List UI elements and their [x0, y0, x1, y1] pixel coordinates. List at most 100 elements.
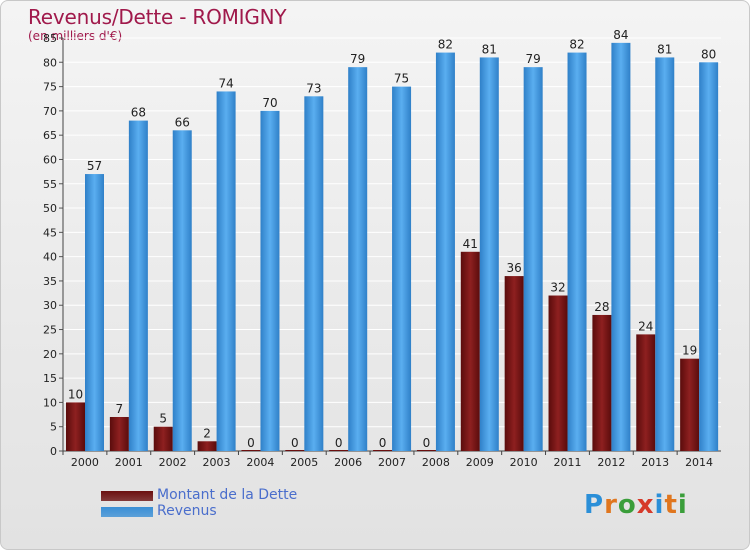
- y-tick-label: 70: [43, 105, 57, 118]
- data-label-revenus: 68: [131, 106, 146, 120]
- bar-dette: [548, 295, 568, 451]
- x-tick-label: 2003: [203, 456, 231, 469]
- bar-revenus: [216, 91, 236, 452]
- data-label-dette: 7: [116, 402, 124, 416]
- y-tick-label: 15: [43, 372, 57, 385]
- bar-revenus: [435, 52, 455, 451]
- y-tick-label: 0: [50, 445, 57, 458]
- x-tick-label: 2011: [553, 456, 581, 469]
- x-tick-label: 2005: [290, 456, 318, 469]
- bar-dette: [66, 402, 85, 451]
- bar-revenus: [85, 174, 104, 451]
- bar-revenus: [655, 57, 675, 451]
- logo-letter-4: i: [654, 490, 665, 520]
- legend-label-dette: Montant de la Dette: [157, 487, 298, 503]
- data-label-revenus: 80: [701, 47, 716, 61]
- x-tick-label: 2009: [466, 456, 494, 469]
- data-label-dette: 2: [203, 426, 211, 440]
- data-label-revenus: 84: [613, 28, 628, 42]
- bar-dette: [636, 334, 656, 451]
- data-label-revenus: 81: [657, 42, 672, 56]
- y-tick-label: 5: [50, 421, 57, 434]
- y-tick-label: 35: [43, 275, 57, 288]
- bar-revenus: [392, 86, 412, 452]
- data-label-revenus: 75: [394, 72, 409, 86]
- bar-dette: [329, 450, 349, 451]
- bar-revenus: [260, 110, 280, 451]
- data-label-revenus: 70: [262, 96, 277, 110]
- data-label-dette: 0: [335, 436, 343, 450]
- data-label-revenus: 57: [87, 159, 102, 173]
- chart-title: Revenus/Dette - ROMIGNY: [28, 5, 287, 29]
- data-label-revenus: 73: [306, 81, 321, 95]
- logo-letter-1: r: [604, 490, 618, 520]
- x-tick-label: 2008: [422, 456, 450, 469]
- data-label-revenus: 79: [350, 52, 365, 66]
- bar-dette: [504, 276, 524, 451]
- y-tick-label: 65: [43, 129, 57, 142]
- data-label-dette: 5: [159, 412, 167, 426]
- data-label-dette: 41: [463, 237, 478, 251]
- y-tick-label: 10: [43, 396, 57, 409]
- data-label-dette: 24: [638, 319, 653, 333]
- bar-revenus: [479, 57, 499, 451]
- x-tick-label: 2013: [641, 456, 669, 469]
- y-tick-label: 85: [43, 32, 57, 45]
- bar-dette: [592, 314, 612, 451]
- y-tick-label: 50: [43, 202, 57, 215]
- bar-revenus: [128, 120, 148, 451]
- data-label-revenus: 82: [569, 38, 584, 52]
- x-tick-label: 2004: [246, 456, 274, 469]
- y-tick-label: 75: [43, 81, 57, 94]
- bar-dette: [680, 358, 700, 451]
- x-tick-label: 2014: [685, 456, 713, 469]
- y-tick-label: 30: [43, 299, 57, 312]
- logo-letter-5: t: [664, 490, 678, 520]
- data-label-revenus: 79: [526, 52, 541, 66]
- bar-dette: [109, 416, 129, 451]
- x-tick-label: 2000: [71, 456, 99, 469]
- data-label-revenus: 82: [438, 38, 453, 52]
- data-label-revenus: 66: [175, 115, 190, 129]
- y-tick-label: 60: [43, 153, 57, 166]
- logo-letter-3: x: [636, 490, 655, 520]
- x-tick-label: 2010: [510, 456, 538, 469]
- bar-dette: [241, 450, 261, 451]
- y-tick-label: 20: [43, 348, 57, 361]
- bar-revenus: [699, 62, 719, 451]
- data-label-dette: 32: [550, 281, 565, 295]
- data-label-dette: 0: [291, 436, 299, 450]
- legend-swatch-revenus: [101, 507, 153, 517]
- data-label-dette: 0: [379, 436, 387, 450]
- chart-subtitle: (en milliers d'€): [28, 29, 123, 43]
- bar-revenus: [611, 42, 631, 451]
- x-tick-label: 2006: [334, 456, 362, 469]
- legend-label-revenus: Revenus: [157, 503, 217, 519]
- data-label-dette: 0: [423, 436, 431, 450]
- x-tick-label: 2001: [115, 456, 143, 469]
- data-label-revenus: 74: [218, 76, 233, 90]
- y-tick-label: 80: [43, 56, 57, 69]
- data-label-dette: 10: [68, 387, 83, 401]
- bar-revenus: [348, 67, 368, 451]
- x-tick-label: 2007: [378, 456, 406, 469]
- logo-letter-6: i: [677, 490, 688, 520]
- bar-revenus: [172, 130, 192, 452]
- bar-dette: [153, 426, 173, 451]
- proxiti-logo: Proxiti: [584, 490, 688, 520]
- y-tick-label: 25: [43, 324, 57, 337]
- legend-swatch-dette: [101, 491, 153, 501]
- x-tick-label: 2002: [159, 456, 187, 469]
- data-label-dette: 28: [594, 300, 609, 314]
- bar-dette: [285, 450, 305, 451]
- x-tick-label: 2012: [597, 456, 625, 469]
- data-label-revenus: 81: [482, 42, 497, 56]
- data-label-dette: 19: [682, 344, 697, 358]
- bar-revenus: [304, 96, 324, 452]
- logo-letter-0: P: [584, 490, 605, 520]
- data-label-dette: 0: [247, 436, 255, 450]
- bar-dette: [373, 450, 393, 451]
- y-tick-label: 55: [43, 178, 57, 191]
